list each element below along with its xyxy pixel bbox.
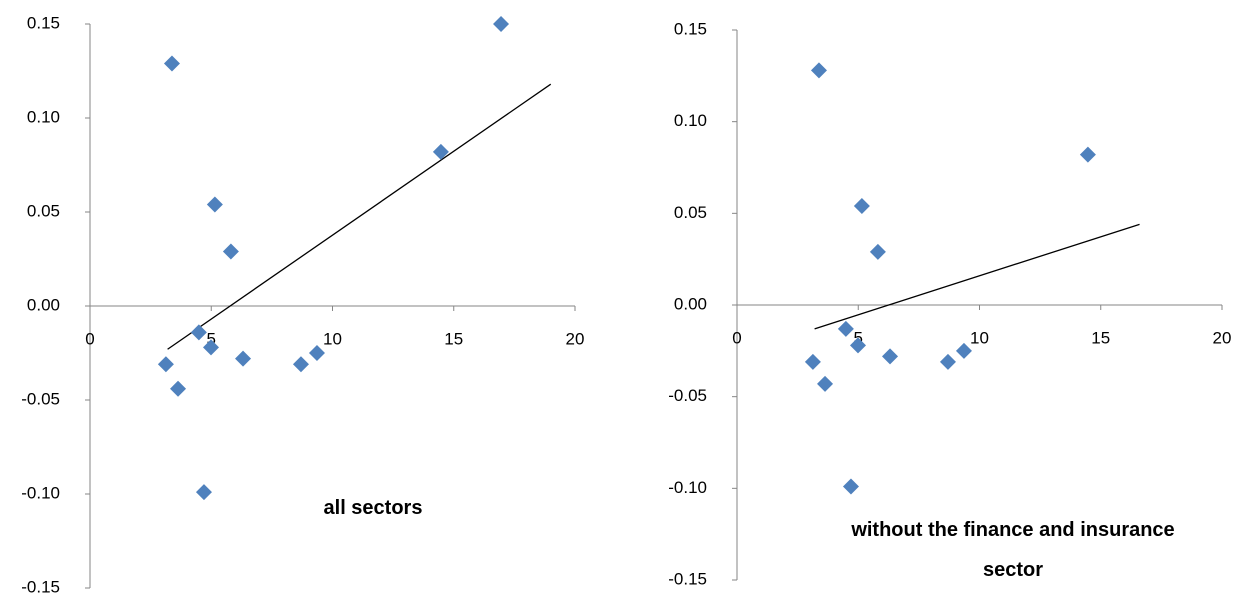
- point: [235, 350, 252, 367]
- y-tick-label: 0.05: [27, 201, 60, 220]
- point: [222, 243, 239, 260]
- point: [493, 16, 510, 32]
- y-tick-label: -0.15: [21, 577, 60, 596]
- x-tick-label: 15: [1091, 328, 1110, 347]
- point: [837, 320, 854, 337]
- point: [163, 55, 180, 72]
- y-tick-label: 0.15: [27, 13, 60, 32]
- point: [1079, 146, 1096, 163]
- trendline: [167, 83, 552, 350]
- point: [810, 62, 827, 79]
- x-tick-label: 10: [970, 328, 989, 347]
- x-tick-label: 20: [566, 329, 585, 348]
- trendline: [814, 223, 1140, 330]
- point: [157, 356, 174, 373]
- y-tick-label: -0.10: [21, 483, 60, 502]
- x-tick-label: 5: [207, 329, 216, 348]
- point: [195, 484, 212, 501]
- y-tick-label: 0.05: [674, 203, 707, 222]
- y-tick-label: 0.10: [674, 111, 707, 130]
- point: [804, 353, 821, 370]
- point: [308, 345, 325, 361]
- point: [882, 348, 899, 365]
- point: [190, 324, 207, 341]
- point: [850, 337, 867, 354]
- point: [203, 339, 220, 356]
- y-tick-label: 0.15: [674, 19, 707, 38]
- y-tick-label: 0.00: [27, 295, 60, 314]
- y-tick-label: 0.00: [674, 294, 707, 313]
- chart-title: without the finance and insurance sector: [851, 519, 1175, 581]
- x-tick-label: 20: [1213, 328, 1232, 347]
- x-tick-label: 15: [444, 329, 463, 348]
- point: [206, 196, 223, 213]
- point: [170, 380, 187, 397]
- x-tick-label: 0: [85, 329, 94, 348]
- point: [842, 478, 859, 495]
- chart-title-box: all sectors: [323, 497, 423, 519]
- point: [817, 375, 834, 392]
- y-tick-label: -0.05: [21, 389, 60, 408]
- y-tick-label: -0.15: [668, 569, 707, 588]
- y-tick-label: 0.10: [27, 107, 60, 126]
- chart-title: all sectors: [323, 497, 423, 519]
- point: [955, 342, 972, 359]
- point: [853, 198, 870, 214]
- chart-title-box: without the finance and insurance sector: [851, 519, 1175, 581]
- y-tick-label: -0.10: [668, 478, 707, 497]
- point: [939, 353, 956, 370]
- x-tick-label: 10: [323, 329, 342, 348]
- point: [869, 243, 886, 260]
- point: [292, 356, 309, 373]
- point: [432, 143, 449, 160]
- y-tick-label: -0.05: [668, 386, 707, 405]
- x-tick-label: 0: [732, 328, 741, 347]
